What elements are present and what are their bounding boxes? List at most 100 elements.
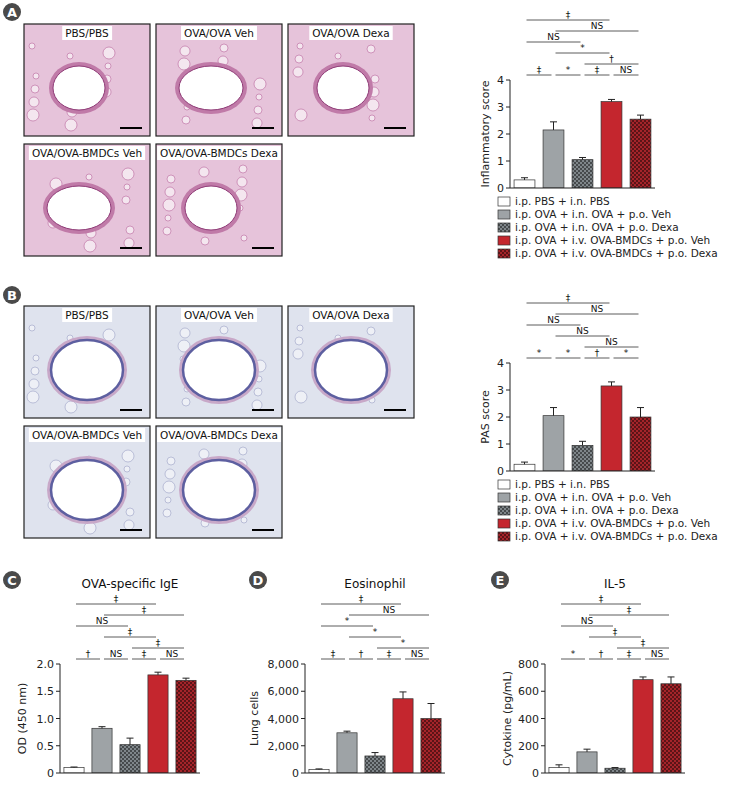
y-tick-label: 3 [497,101,504,114]
significance-bracket: NS [556,304,639,314]
legend-swatch [498,197,510,206]
tissue-texture [124,184,130,190]
legend-swatch [498,506,510,515]
plot-area [549,677,681,773]
label-patch [62,26,112,40]
tissue-texture [31,367,39,375]
x-axis [510,188,655,189]
significance-label: NS [581,616,594,626]
significance-bracket: NS [645,649,669,659]
significance-bracket: ‡ [561,594,641,604]
bar [601,386,622,471]
panel-letter: E [491,571,509,589]
y-tick [541,773,545,774]
y-tick-label: 0 [532,767,539,780]
error-cap [637,115,644,116]
bar [630,417,651,471]
y-tick [56,664,60,665]
significance-label: NS [547,32,560,42]
error-bar [668,677,675,684]
tissue-texture [163,481,175,493]
micrograph-label: OVA/OVA-BMDCs Dexa [160,147,278,159]
significance-label: ‡ [142,605,147,615]
y-tick [56,773,60,774]
airway-lumen [51,460,123,520]
significance-label: NS [651,649,664,659]
tissue-texture [86,174,92,180]
micrograph: OVA/OVA Dexa [288,24,414,136]
y-tick-label: 0 [497,465,504,478]
y-tick-label: 4 [497,357,504,370]
significance-bracket: ‡ [321,649,345,659]
significance-label: * [566,65,571,75]
tissue-texture [105,63,111,69]
significance-label: * [580,43,585,53]
legend-swatch [498,480,510,489]
legend-label: i.p. OVA + i.n. OVA + p.o. Veh [515,491,671,503]
legend-swatch [498,532,510,541]
error-cap [372,752,379,753]
legend-label: i.p. OVA + i.n. OVA + p.o. Dexa [515,504,679,516]
significance-label: * [537,348,542,358]
tissue-texture [241,517,247,523]
micrograph-frame [24,306,150,418]
panel-letter-badge [491,571,509,589]
significance-label: ‡ [359,594,364,604]
bar [337,733,357,773]
error-bar [428,704,435,719]
error-cap [608,99,615,100]
legend-label: i.p. OVA + i.v. OVA-BMDCs + p.o. Veh [515,517,710,529]
bar [630,119,651,188]
error-bar [71,767,78,769]
plot-area [309,692,441,773]
y-tick [506,471,510,472]
bar [148,675,168,773]
panel-letter-badge [3,3,21,21]
significance-label: * [566,348,571,358]
y-tick [301,745,305,746]
significance-label: ‡ [537,65,542,75]
tissue-texture [367,327,375,335]
significance-bracket: ‡ [527,65,552,75]
error-stem [431,704,432,719]
y-tick-label: 0 [292,767,299,780]
micrograph: OVA/OVA-BMDCs Dexa [156,426,282,538]
significance-label: ‡ [595,65,600,75]
airway-wall [49,62,109,114]
significance-bracket: ‡ [617,638,669,648]
tissue-texture [103,47,115,59]
significance-bracket: † [585,348,610,358]
micrograph-label: OVA/OVA Veh [184,27,254,39]
y-tick [506,363,510,364]
significance-label: NS [605,337,618,347]
tissue-texture [180,328,190,338]
y-tick [541,718,545,719]
significance-bracket: ‡ [104,627,156,637]
panel-letter: D [249,571,267,589]
x-axis [305,773,445,774]
bar [421,719,441,774]
y-tick [301,773,305,774]
legend-label: i.p. PBS + i.n. PBS [515,195,610,207]
tissue-texture [122,450,134,462]
significance-bracket: * [614,348,639,358]
legend-label: i.p. OVA + i.n. OVA + p.o. Dexa [515,221,679,233]
tissue-texture [254,78,266,90]
error-bar [584,749,591,752]
significance-label: ‡ [599,594,604,604]
significance-label: * [345,616,350,626]
bar-chart: 00.51.01.52.0OD (450 nm)OVA-specific IgE… [16,577,200,780]
error-bar [579,157,586,159]
chart-title: IL-5 [604,577,626,591]
tissue-texture [237,177,247,187]
significance-bracket: ‡ [132,649,156,659]
significance-bracket: NS [104,649,128,659]
y-tick-label: 3 [497,384,504,397]
tissue-texture [297,43,303,49]
panel-letter-badge [3,571,21,589]
error-bar [637,408,644,417]
panel-letter-text: E [496,573,505,588]
significance-bracket: ‡ [585,65,610,75]
bar [365,756,385,773]
significance-bracket: * [556,65,581,75]
